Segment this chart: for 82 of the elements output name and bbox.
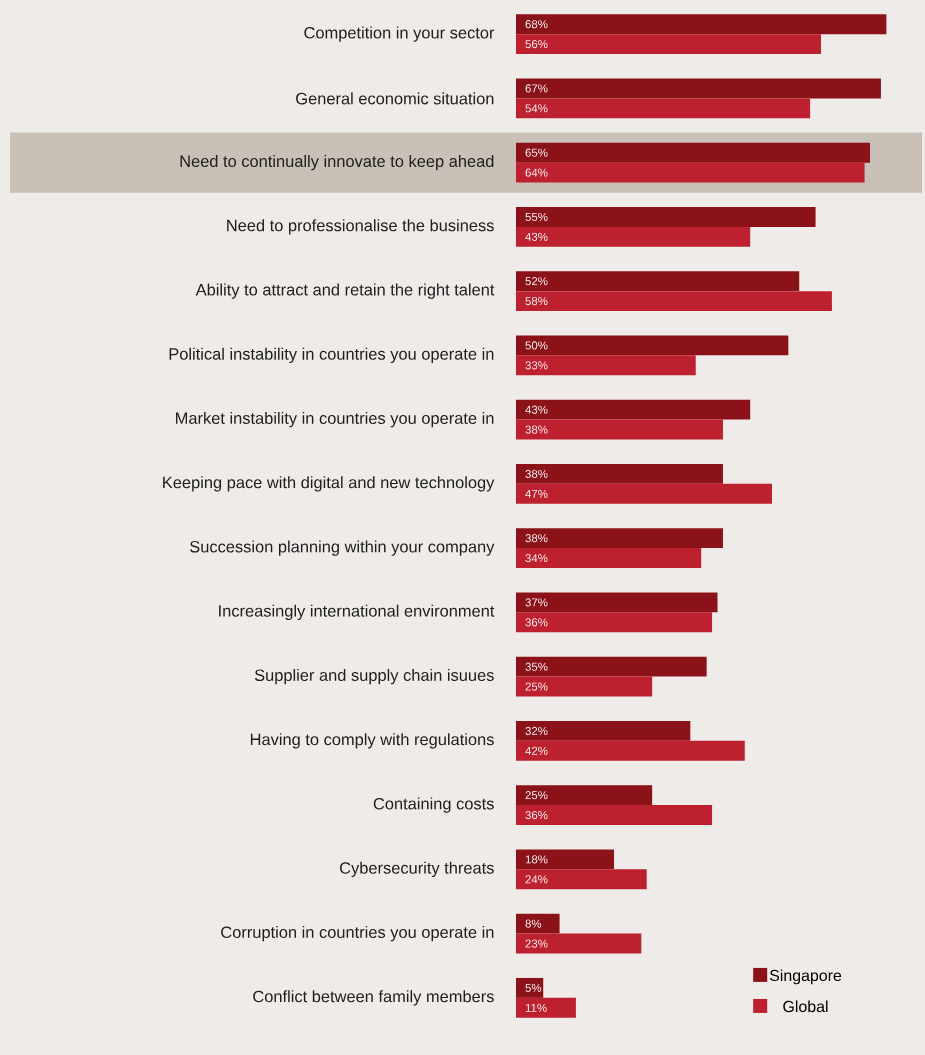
data-label: 24% [525,875,548,884]
data-label: 18% [525,855,548,864]
bar [516,14,887,35]
data-label: 47% [525,489,548,498]
bar [516,740,745,761]
bar [516,463,723,484]
bar [516,869,647,890]
y-tick-label: Need to professionalise the business [227,219,494,235]
bar [516,528,723,549]
bar [516,849,615,870]
data-label: 34% [525,554,548,563]
bar [516,142,871,163]
y-tick-label: Keeping pace with digital and new technology [163,476,495,492]
bar [516,997,576,1018]
bar [516,419,723,440]
y-tick-label: Cybersecurity threats [340,861,494,878]
data-label: 43% [525,405,548,414]
data-label: 42% [525,746,548,755]
y-tick-label: Political instability in countries you operate in [169,347,494,364]
data-label: 37% [525,598,548,607]
data-label: 36% [525,618,548,627]
y-tick-label: Corruption in countries you operate in [221,925,494,942]
y-tick-label: Increasingly international environment [219,604,495,621]
bar [516,933,642,954]
data-label: 35% [525,662,548,671]
bar [516,805,713,826]
data-label: 23% [525,939,548,948]
data-label: 38% [525,469,548,478]
data-label: 52% [525,277,548,286]
y-tick-label: Conflict between family members [253,990,494,1006]
bar [516,548,702,569]
y-tick-label: Competition in your sector [304,26,495,42]
data-label: 38% [525,534,548,543]
bar [516,335,789,356]
bar [516,271,800,292]
legend-label: Singapore [769,969,842,985]
bar [516,34,822,55]
bar [516,913,560,934]
data-label: 55% [525,212,548,221]
bar [516,399,751,420]
bar [516,206,816,227]
y-tick-label: Market instability in countries you operate in [176,411,494,428]
bar [516,78,881,99]
bar [516,162,865,183]
data-label: 32% [525,726,548,735]
data-label: 50% [525,341,548,350]
bar [516,720,691,741]
y-tick-label: Having to comply with regulations [250,733,494,749]
data-label: 5% [525,983,542,992]
data-label: 8% [525,919,542,928]
data-label: 68% [525,20,548,29]
bar [516,785,653,806]
bar [516,656,707,677]
bar [516,355,696,376]
bar [516,612,713,633]
legend-label: Global [783,1000,828,1013]
data-label: 36% [525,811,548,820]
bar [516,291,832,312]
data-label: 56% [525,40,548,49]
y-tick-label: General economic situation [296,92,494,105]
data-label: 58% [525,297,548,306]
bar [516,676,653,697]
y-tick-label: Need to continually innovate to keep ahead [180,154,494,171]
bar [516,98,811,119]
data-label: 38% [525,425,548,434]
data-label: 67% [525,84,548,93]
data-label: 43% [525,232,548,241]
y-tick-label: Ability to attract and retain the right talent [195,283,495,299]
data-label: 54% [525,104,548,113]
data-label: 25% [525,682,548,691]
bar [516,226,751,247]
bar [516,592,718,613]
bar [516,483,772,504]
data-label: 25% [525,791,548,800]
data-label: 65% [525,148,548,157]
y-tick-label: Containing costs [373,797,494,813]
data-label: 11% [525,1003,547,1012]
data-label: 64% [525,168,548,177]
bar [516,977,544,998]
data-label: 33% [525,361,548,370]
y-tick-label: Supplier and supply chain isuues [254,668,494,685]
y-tick-label: Succession planning within your company [190,540,495,556]
